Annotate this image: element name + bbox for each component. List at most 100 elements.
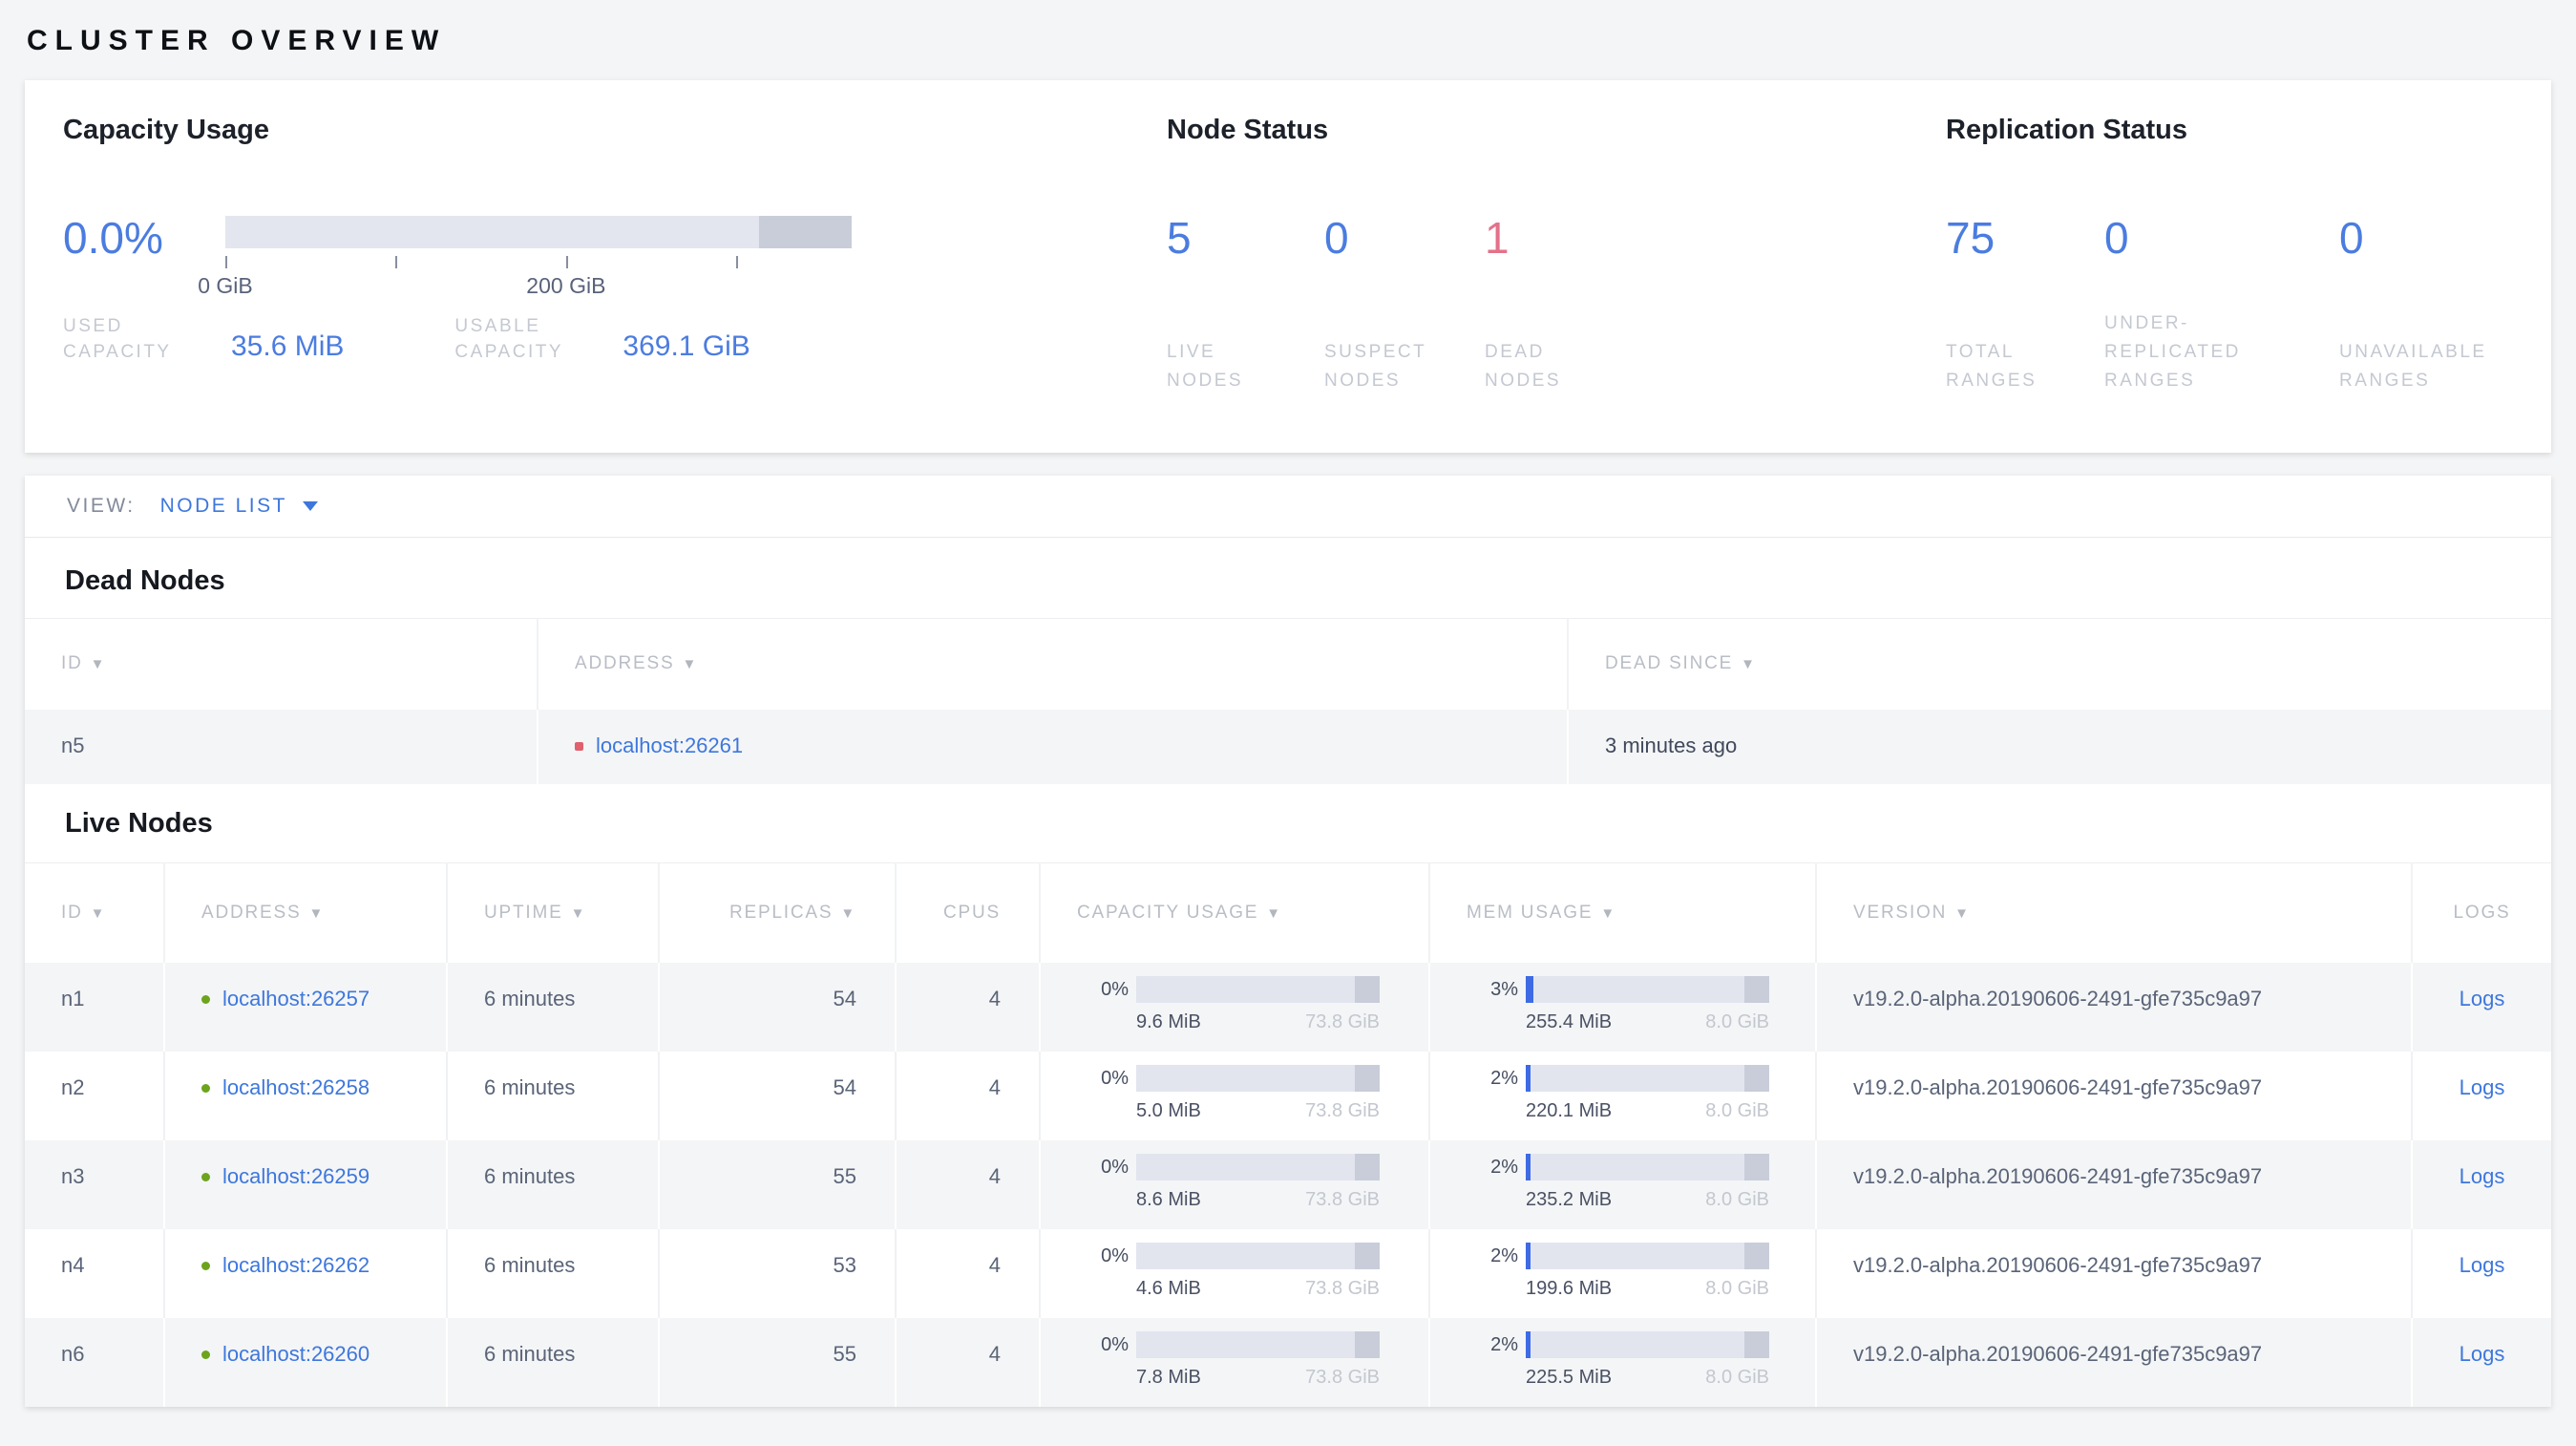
total-ranges-stat: 75 TOTAL RANGES xyxy=(1946,216,2104,395)
live-node-address-link[interactable]: localhost:26257 xyxy=(222,987,370,1010)
live-node-cpus: 4 xyxy=(896,1229,1041,1318)
live-node-replicas: 53 xyxy=(659,1229,897,1318)
cluster-summary-card: Capacity Usage 0.0% 0 GiB 200 GiB USED CA… xyxy=(25,80,2551,453)
dead-nodes-header-row: ID ▼ ADDRESS ▼ DEAD SINCE ▼ xyxy=(25,618,2551,710)
dead-node-row: n5 localhost:26261 3 minutes ago xyxy=(25,709,2551,784)
capacity-usage-bar-reserved xyxy=(1355,1243,1380,1269)
logs-link[interactable]: Logs xyxy=(2459,1164,2505,1188)
live-col-address[interactable]: ADDRESS ▼ xyxy=(164,861,448,963)
live-node-version: v19.2.0-alpha.20190606-2491-gfe735c9a97 xyxy=(1816,1052,2413,1140)
usable-capacity-value: 369.1 GiB xyxy=(623,330,750,362)
live-node-cpus: 4 xyxy=(896,1140,1041,1229)
live-node-id: n2 xyxy=(25,1052,165,1140)
sort-desc-icon: ▼ xyxy=(840,904,856,922)
dead-nodes-count: 1 xyxy=(1485,213,1510,263)
live-node-row-n2: n2 localhost:26258 6 minutes 54 4 0% 5.0 MiB 73… xyxy=(25,1052,2551,1140)
capacity-used-value: 4.6 MiB xyxy=(1136,1278,1201,1299)
live-node-version: v19.2.0-alpha.20190606-2491-gfe735c9a97 xyxy=(1816,1140,2413,1229)
live-status-icon xyxy=(201,995,210,1004)
memory-used-value: 220.1 MiB xyxy=(1526,1100,1613,1121)
dead-nodes-heading: Dead Nodes xyxy=(65,565,225,596)
dead-col-id[interactable]: ID ▼ xyxy=(25,618,538,710)
live-node-address-cell: localhost:26258 xyxy=(164,1052,448,1140)
memory-usage-cell: 2% 235.2 MiB 8.0 GiB xyxy=(1429,1140,1817,1229)
axis-tick xyxy=(736,256,739,268)
dead-node-address-cell: localhost:26261 xyxy=(538,709,1569,784)
dead-node-id: n5 xyxy=(25,709,538,784)
live-col-replicas[interactable]: REPLICAS ▼ xyxy=(659,861,897,963)
sort-desc-icon: ▼ xyxy=(1266,904,1282,922)
axis-tick-label: 200 GiB xyxy=(526,273,606,298)
memory-usage-cell: 2% 225.5 MiB 8.0 GiB xyxy=(1429,1318,1817,1407)
capacity-usage-cell: 0% 9.6 MiB 73.8 GiB xyxy=(1040,963,1430,1052)
live-node-uptime: 6 minutes xyxy=(447,1318,660,1407)
live-status-icon xyxy=(201,1262,210,1270)
under-replicated-ranges-label: UNDER- REPLICATED RANGES xyxy=(2104,313,2241,391)
memory-usage-bar xyxy=(1526,1243,1769,1269)
view-label: VIEW: xyxy=(67,495,136,517)
live-node-address-link[interactable]: localhost:26262 xyxy=(222,1253,370,1277)
dead-node-address-link[interactable]: localhost:26261 xyxy=(596,733,744,757)
live-col-id[interactable]: ID ▼ xyxy=(25,861,165,963)
total-ranges-count: 75 xyxy=(1946,213,1995,263)
view-selector-dropdown[interactable]: NODE LIST xyxy=(160,495,318,518)
capacity-usage-bar-reserved xyxy=(1355,1331,1380,1358)
dead-col-dead-since[interactable]: DEAD SINCE ▼ xyxy=(1568,618,2551,710)
live-node-address-link[interactable]: localhost:26260 xyxy=(222,1342,370,1366)
capacity-usage-percent: 0% xyxy=(1101,1068,1129,1089)
live-node-row-n1: n1 localhost:26257 6 minutes 54 4 0% 9.6 MiB 73… xyxy=(25,963,2551,1052)
axis-tick xyxy=(565,256,568,268)
replication-stats: 75 TOTAL RANGES 0 UNDER- REPLICATED RANG… xyxy=(1946,216,2551,395)
node-status-stats: 5 LIVE NODES 0 SUSPECT NODES 1 DEAD NODE… xyxy=(1167,216,1946,395)
live-node-uptime: 6 minutes xyxy=(447,1052,660,1140)
live-col-uptime[interactable]: UPTIME ▼ xyxy=(447,861,660,963)
memory-usage-cell: 3% 255.4 MiB 8.0 GiB xyxy=(1429,963,1817,1052)
live-node-address-cell: localhost:26260 xyxy=(164,1318,448,1407)
memory-usage-bar xyxy=(1526,1331,1769,1358)
capacity-usage-cell: 0% 8.6 MiB 73.8 GiB xyxy=(1040,1140,1430,1229)
capacity-usage-bar-reserved xyxy=(1355,1154,1380,1180)
memory-usage-bar-fill xyxy=(1526,1065,1531,1092)
dead-col-address[interactable]: ADDRESS ▼ xyxy=(538,618,1569,710)
live-node-address-link[interactable]: localhost:26258 xyxy=(222,1075,370,1099)
capacity-usage-bar-reserved xyxy=(1355,976,1380,1003)
live-node-replicas: 55 xyxy=(659,1140,897,1229)
live-node-replicas: 54 xyxy=(659,963,897,1052)
live-col-capacity-usage[interactable]: CAPACITY USAGE ▼ xyxy=(1040,861,1430,963)
capacity-usage-percent: 0% xyxy=(1101,1245,1129,1266)
suspect-nodes-count: 0 xyxy=(1324,213,1349,263)
memory-usage-cell: 2% 199.6 MiB 8.0 GiB xyxy=(1429,1229,1817,1318)
memory-usage-bar-fill xyxy=(1526,1331,1531,1358)
page-title: CLUSTER OVERVIEW xyxy=(27,25,447,56)
used-capacity-metric: USED CAPACITY 35.6 MiB xyxy=(63,313,344,365)
live-col-version[interactable]: VERSION ▼ xyxy=(1816,861,2413,963)
sort-desc-icon: ▼ xyxy=(90,904,107,922)
logs-link[interactable]: Logs xyxy=(2459,987,2505,1010)
sort-desc-icon: ▼ xyxy=(1741,656,1757,673)
memory-usage-bar xyxy=(1526,1065,1769,1092)
live-node-logs-cell: Logs xyxy=(2412,1140,2551,1229)
logs-link[interactable]: Logs xyxy=(2459,1253,2505,1277)
unavailable-ranges-label: UNAVAILABLE RANGES xyxy=(2339,342,2487,391)
logs-link[interactable]: Logs xyxy=(2459,1342,2505,1366)
live-node-replicas: 55 xyxy=(659,1318,897,1407)
memory-used-value: 199.6 MiB xyxy=(1526,1278,1613,1299)
live-col-mem-usage[interactable]: MEM USAGE ▼ xyxy=(1429,861,1817,963)
live-node-address-link[interactable]: localhost:26259 xyxy=(222,1164,370,1188)
capacity-used-value: 9.6 MiB xyxy=(1136,1011,1201,1032)
logs-link[interactable]: Logs xyxy=(2459,1075,2505,1099)
memory-usage-bar-reserved xyxy=(1744,1065,1769,1092)
capacity-used-value: 5.0 MiB xyxy=(1136,1100,1201,1121)
sort-desc-icon: ▼ xyxy=(1954,904,1971,922)
capacity-used-value: 7.8 MiB xyxy=(1136,1367,1201,1388)
used-capacity-label: USED CAPACITY xyxy=(63,316,172,362)
sort-desc-icon: ▼ xyxy=(1600,904,1616,922)
live-node-version: v19.2.0-alpha.20190606-2491-gfe735c9a97 xyxy=(1816,1229,2413,1318)
replication-status-title: Replication Status xyxy=(1946,115,2187,145)
dead-nodes-stat: 1 DEAD NODES xyxy=(1485,216,1561,395)
memory-usage-percent: 3% xyxy=(1490,979,1518,1000)
capacity-usage-bar xyxy=(1136,1065,1380,1092)
capacity-percent: 0.0% xyxy=(63,213,163,263)
capacity-usage-bar xyxy=(1136,1331,1380,1358)
live-status-icon xyxy=(201,1084,210,1093)
